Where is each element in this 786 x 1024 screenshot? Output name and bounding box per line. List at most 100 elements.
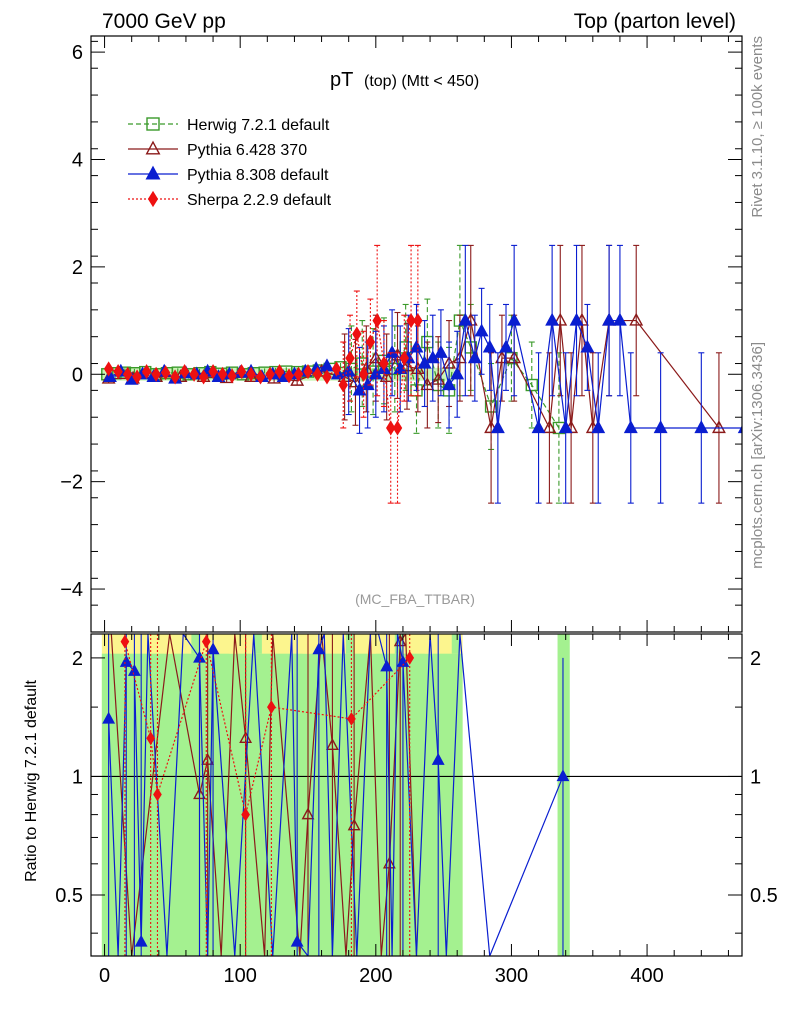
mcplots-label: mcplots.cern.ch [arXiv:1306.3436] (749, 342, 766, 569)
ratio-series-line (124, 639, 411, 815)
top-data-point (409, 339, 424, 353)
header-right: Top (parton level) (574, 10, 736, 33)
analysis-watermark: (MC_FBA_TTBAR) (355, 591, 475, 607)
top-data-point (484, 420, 499, 434)
ratio-data-point (556, 769, 570, 782)
header-left: 7000 GeV pp (102, 10, 226, 33)
top-data-point (458, 312, 473, 326)
top-data-point (122, 366, 133, 382)
top-data-point (580, 339, 595, 353)
ratio-y-tick-label-right: 1 (750, 766, 761, 788)
ratio-data-point (325, 738, 339, 750)
top-data-point (352, 326, 362, 342)
ratio-x-tick-label: 200 (359, 965, 392, 987)
ratio-data-point (267, 700, 276, 715)
legend-entry-1: Pythia 6.428 370 (128, 140, 307, 159)
top-data-point (227, 368, 237, 384)
ratio-data-point (146, 731, 156, 746)
ratio-y-tick-label-left: 1 (72, 766, 83, 788)
top-data-point (545, 312, 560, 326)
top-data-point (348, 374, 363, 388)
top-panel: −4 −2 0 2 4 6 pT (top) (Mtt < 450) (MC_FBA_TT… (60, 35, 743, 633)
ratio-band-step (367, 634, 376, 654)
top-data-point (385, 344, 400, 358)
top-data-point (208, 364, 218, 380)
top-data-point (392, 420, 403, 436)
ratio-data-point (153, 787, 162, 802)
top-data-point (399, 350, 410, 366)
top-y-tick-label: 6 (72, 42, 83, 64)
top-data-point (141, 364, 152, 380)
ratio-band-step (451, 634, 460, 654)
top-data-point (290, 372, 305, 386)
ratio-band-step (345, 634, 355, 654)
ratio-x-tick-label: 100 (224, 965, 257, 987)
plot-title-main: pT (330, 69, 353, 91)
top-data-point (507, 312, 522, 326)
top-data-point (553, 312, 568, 326)
ratio-data-point (312, 642, 326, 655)
ratio-y-tick-label-left: 2 (72, 648, 83, 670)
top-data-point (246, 366, 256, 382)
ratio-data-point (193, 650, 206, 663)
top-series-layer (101, 244, 742, 504)
top-y-tick-label: 0 (72, 364, 83, 386)
ratio-band-step (253, 634, 262, 654)
legend-label: Sherpa 2.2.9 default (187, 192, 332, 209)
top-data-point (386, 420, 396, 436)
top-data-point (103, 361, 114, 377)
ratio-data-point (206, 642, 220, 655)
top-data-point (322, 369, 332, 385)
legend-entry-2: Pythia 8.308 default (128, 165, 329, 184)
top-data-point (558, 420, 573, 434)
ratio-data-point (290, 934, 304, 947)
ratio-axis-ticks: 0.5 0.5 1 1 2 2 0 100 200 300 400 (55, 634, 778, 987)
top-data-point (569, 312, 584, 326)
top-data-point (160, 365, 171, 381)
top-data-point (312, 366, 323, 382)
top-data-point (103, 369, 117, 383)
top-plot-frame (90, 35, 743, 633)
ratio-panel: 0.5 0.5 1 1 2 2 0 100 200 300 400 Ratio to Herwig … (23, 633, 778, 987)
legend-entry-0: Herwig 7.2.1 default (128, 117, 330, 134)
top-data-point (525, 378, 538, 392)
top-data-point (265, 366, 275, 382)
top-data-point (331, 361, 342, 377)
top-y-tick-label: 4 (72, 149, 83, 171)
top-data-point (711, 420, 726, 434)
top-data-point (442, 377, 456, 391)
top-data-point (450, 366, 465, 380)
top-data-point (338, 377, 348, 393)
top-data-point (629, 312, 644, 326)
top-data-point (179, 364, 190, 380)
top-data-point (293, 366, 304, 382)
top-data-point (358, 366, 369, 382)
legend-swatch-marker (147, 190, 159, 208)
top-data-point (132, 369, 142, 385)
top-data-point (406, 313, 416, 329)
top-y-tick-label: 2 (72, 257, 83, 279)
top-data-point (170, 369, 180, 385)
ratio-series-2 (120, 634, 415, 956)
ratio-data-point (102, 711, 116, 724)
top-axis-ticks: −4 −2 0 2 4 6 (60, 36, 742, 633)
top-data-point (482, 339, 497, 353)
plot-title-sub: (top) (Mtt < 450) (364, 73, 479, 90)
ratio-series-layer (102, 634, 570, 956)
ratio-data-point (396, 655, 410, 667)
top-data-point (612, 312, 627, 326)
top-data-point (189, 366, 199, 382)
legend-label: Pythia 6.428 370 (187, 142, 307, 159)
top-data-point (379, 355, 389, 372)
top-data-point (413, 313, 423, 329)
legend-swatch-marker (146, 117, 160, 131)
legend-label: Herwig 7.2.1 default (187, 117, 330, 134)
ratio-plot-frame (90, 633, 743, 957)
top-data-point (303, 364, 313, 380)
ratio-x-tick-label: 0 (99, 965, 110, 987)
ratio-series-line (110, 634, 418, 956)
ratio-x-tick-label: 400 (630, 965, 663, 987)
ratio-band-step (191, 634, 200, 654)
ratio-series-1 (102, 634, 570, 956)
